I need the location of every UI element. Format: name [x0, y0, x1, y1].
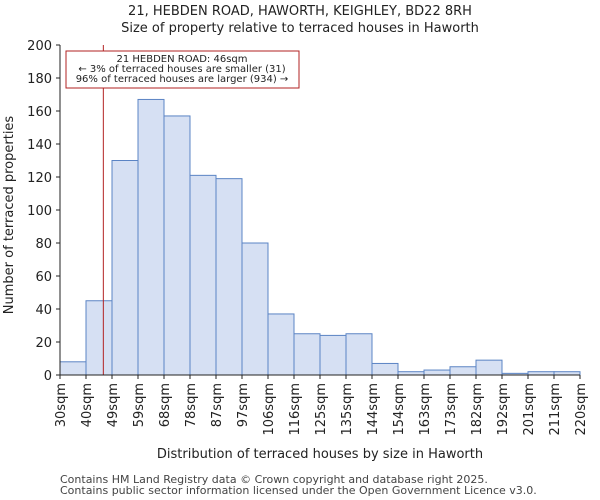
chart-title-line2: Size of property relative to terraced ho… — [121, 21, 479, 36]
bar-78sqm — [189, 174, 217, 376]
x-tick-label: 192sqm — [496, 383, 511, 436]
x-axis-label: Distribution of terraced houses by size … — [157, 447, 483, 462]
x-tick-label: 106sqm — [262, 383, 277, 436]
x-tick-label: 135sqm — [340, 383, 355, 436]
bar-106sqm — [267, 313, 295, 376]
x-tick-label: 68sqm — [158, 383, 173, 427]
bar-163sqm — [423, 369, 451, 376]
y-tick-label: 80 — [35, 237, 52, 252]
x-tick-label: 163sqm — [418, 383, 433, 436]
x-tick-label: 40sqm — [80, 383, 95, 427]
bar-30sqm — [59, 361, 87, 376]
footer-line2: Contains public sector information licen… — [60, 484, 537, 497]
bar-40sqm — [85, 300, 113, 376]
x-tick-label: 144sqm — [366, 383, 381, 436]
bar-144sqm — [371, 362, 399, 376]
x-tick-label: 125sqm — [314, 383, 329, 436]
x-tick-label: 154sqm — [392, 383, 407, 436]
y-tick-label: 200 — [27, 39, 52, 54]
y-tick-label: 120 — [27, 171, 52, 186]
bar-116sqm — [293, 333, 321, 376]
footer-line1: Contains HM Land Registry data © Crown c… — [60, 473, 488, 486]
y-tick-label: 140 — [27, 138, 52, 153]
bar-59sqm — [137, 98, 165, 376]
bar-173sqm — [449, 366, 477, 376]
x-tick-label: 173sqm — [444, 383, 459, 436]
annotation-line2: ← 3% of terraced houses are smaller (31) — [78, 64, 285, 75]
x-tick-label: 211sqm — [548, 383, 563, 436]
x-tick-label: 49sqm — [106, 383, 121, 427]
bar-97sqm — [241, 242, 269, 376]
x-tick-label: 87sqm — [210, 383, 225, 427]
x-tick-label: 30sqm — [54, 383, 69, 427]
x-tick-label: 116sqm — [288, 383, 303, 436]
chart-title-line1: 21, HEBDEN ROAD, HAWORTH, KEIGHLEY, BD22… — [128, 4, 472, 19]
bar-49sqm — [111, 160, 139, 376]
y-tick-label: 100 — [27, 204, 52, 219]
bar-182sqm — [475, 359, 503, 376]
x-tick-label: 78sqm — [184, 383, 199, 427]
bar-135sqm — [345, 333, 373, 376]
y-tick-label: 180 — [27, 72, 52, 87]
bar-125sqm — [319, 334, 347, 376]
y-tick-label: 20 — [35, 336, 52, 351]
y-axis: 0 20 40 60 80 100 120 140 160 180 200 — [27, 39, 61, 384]
bar-68sqm — [163, 115, 191, 376]
y-axis-label: Number of terraced properties — [2, 116, 17, 315]
x-tick-label: 182sqm — [470, 383, 485, 436]
y-tick-label: 160 — [27, 105, 52, 120]
y-tick-label: 40 — [35, 303, 52, 318]
x-tick-label: 97sqm — [236, 383, 251, 427]
annotation-line3: 96% of terraced houses are larger (934) … — [76, 74, 289, 85]
bars-group — [59, 98, 581, 376]
x-tick-label: 201sqm — [522, 383, 537, 436]
y-tick-label: 60 — [35, 270, 52, 285]
bar-87sqm — [215, 178, 243, 376]
annotation-line1: 21 HEBDEN ROAD: 46sqm — [116, 54, 247, 65]
annotation-frame — [65, 50, 300, 89]
x-tick-label: 220sqm — [574, 383, 589, 436]
x-tick-label: 59sqm — [132, 383, 147, 427]
x-axis: 30sqm 40sqm 49sqm 59sqm 68sqm 78sqm 87sqm 97sqm… — [54, 374, 589, 436]
annotation-box: 21 HEBDEN ROAD: 46sqm ← 3% of terraced h… — [65, 50, 300, 89]
y-tick-label: 0 — [44, 369, 52, 384]
